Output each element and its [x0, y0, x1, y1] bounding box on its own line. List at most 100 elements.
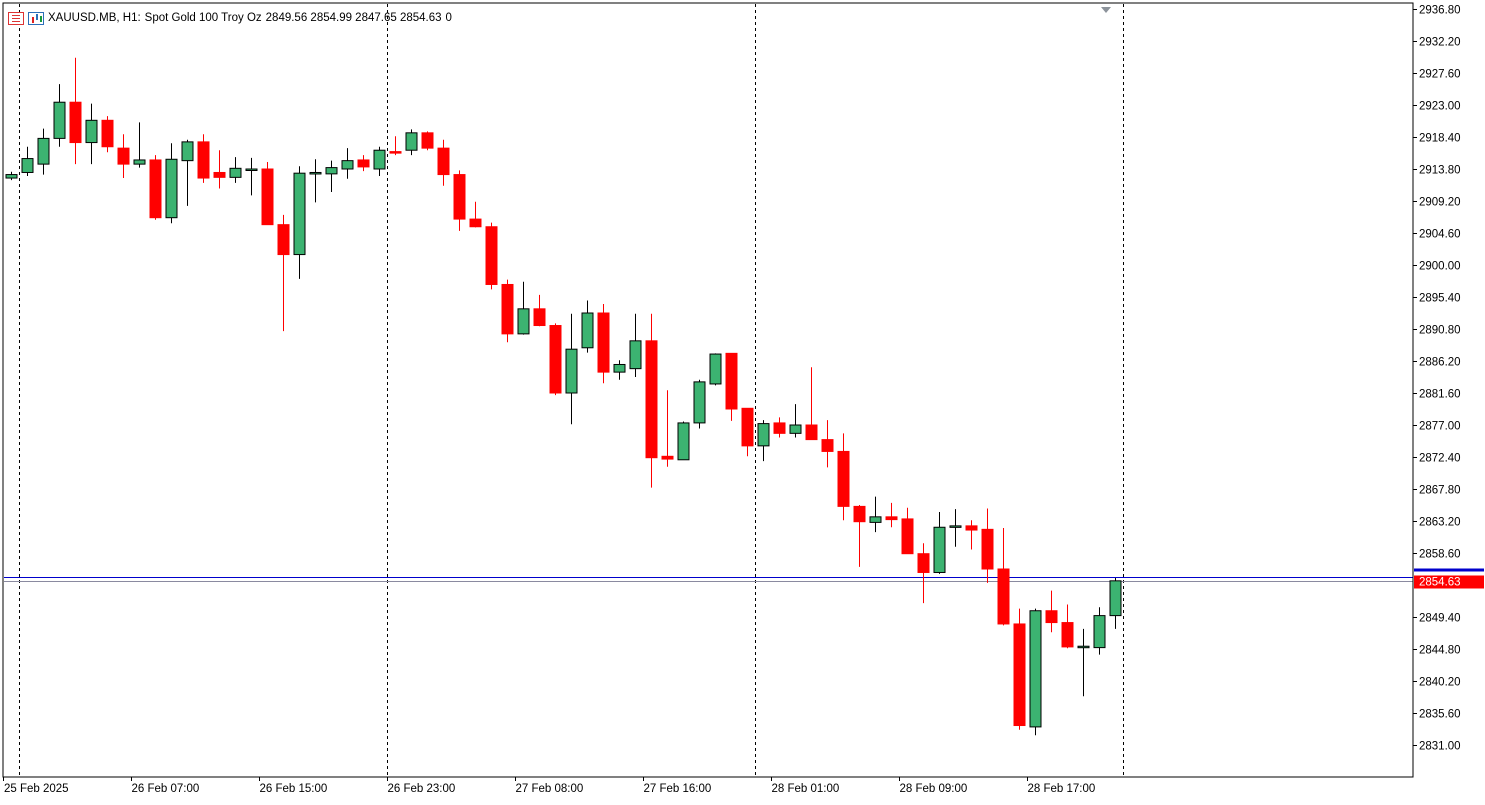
bear-candle	[149, 155, 162, 220]
bear-candle	[661, 390, 674, 467]
bull-candle	[565, 313, 578, 425]
candle-body	[757, 423, 770, 447]
plot-frame	[2, 2, 1414, 778]
x-axis-label: 25 Feb 2025	[4, 783, 69, 795]
candle-body	[293, 172, 306, 256]
bear-candle	[885, 502, 898, 528]
bear-candle	[837, 433, 850, 521]
bull-candle	[629, 313, 642, 377]
candle-body	[1077, 645, 1090, 649]
candle-body	[933, 526, 946, 573]
ask-price-marker	[1414, 568, 1484, 572]
y-axis-label: 2840.20	[1419, 677, 1461, 689]
y-axis-label: 2849.40	[1419, 613, 1461, 625]
bear-candle	[1013, 608, 1026, 730]
bear-candle	[117, 134, 130, 179]
candle-body	[1093, 615, 1106, 649]
header-ohlc: 2849.56 2854.99 2847.65 2854.63	[265, 12, 442, 24]
candle-body	[629, 340, 642, 370]
bull-candle	[869, 496, 882, 533]
current-price-tag: 2854.63	[1414, 568, 1484, 589]
candle-body	[229, 167, 242, 178]
quick-list-icon[interactable]	[8, 11, 24, 25]
y-axis-label: 2918.40	[1419, 133, 1461, 145]
bear-candle	[981, 508, 994, 583]
bull-candle	[933, 511, 946, 574]
y-axis-label: 2909.20	[1419, 197, 1461, 209]
candle-body	[821, 439, 834, 452]
bull-candle	[613, 360, 626, 380]
chart-type-icon[interactable]	[28, 11, 44, 25]
bear-candle	[901, 507, 914, 555]
candle-body	[805, 424, 818, 441]
y-axis-label: 2913.80	[1419, 165, 1461, 177]
bull-candle	[85, 103, 98, 165]
y-axis-label: 2881.60	[1419, 389, 1461, 401]
candle-body	[101, 119, 114, 148]
bull-candle	[293, 166, 306, 279]
bear-candle	[101, 116, 114, 153]
candle-body	[325, 167, 338, 175]
candle-body	[485, 226, 498, 285]
candle-body	[549, 325, 562, 394]
bull-candle	[373, 146, 386, 176]
bull-candle	[245, 157, 258, 196]
candle-body	[69, 101, 82, 144]
bull-candle	[709, 353, 722, 386]
bear-candle	[1061, 604, 1074, 649]
candle-body	[1061, 622, 1074, 648]
x-axis-label: 26 Feb 23:00	[388, 783, 456, 795]
x-axis-label: 28 Feb 17:00	[1028, 783, 1096, 795]
bear-candle	[1045, 590, 1058, 633]
candle-body	[613, 363, 626, 373]
candle-body	[389, 151, 402, 154]
candle-body	[853, 505, 866, 523]
candle-body	[437, 147, 450, 176]
bear-candle	[805, 367, 818, 441]
y-axis-label: 2895.40	[1419, 293, 1461, 305]
candle-body	[981, 528, 994, 570]
candle-body	[597, 312, 610, 373]
candle-body	[517, 308, 530, 335]
bear-candle	[421, 131, 434, 151]
candle-body	[837, 450, 850, 507]
candle-body	[149, 159, 162, 219]
y-axis-label: 2936.80	[1419, 5, 1461, 17]
candle-body	[373, 149, 386, 170]
candle-body	[997, 568, 1010, 625]
bull-candle	[1109, 578, 1122, 629]
candle-body	[965, 525, 978, 531]
bull-candle	[789, 404, 802, 438]
bear-candle	[469, 201, 482, 228]
bear-candle	[453, 170, 466, 231]
bull-candle	[677, 421, 690, 461]
y-axis-label: 2904.60	[1419, 229, 1461, 241]
y-axis-label: 2858.60	[1419, 549, 1461, 561]
bear-candle	[533, 294, 546, 327]
bull-candle	[37, 128, 50, 175]
bear-candle	[645, 313, 658, 488]
bull-candle	[1077, 628, 1090, 697]
candle-body	[741, 407, 754, 447]
shift-marker-icon[interactable]	[1101, 7, 1111, 13]
bull-candle	[757, 420, 770, 462]
candle-body	[21, 158, 34, 173]
header-description: Spot Gold 100 Troy Oz	[144, 12, 262, 24]
bear-candle	[389, 136, 402, 156]
bull-candle	[309, 159, 322, 203]
candle-body	[693, 381, 706, 424]
bull-candle	[949, 509, 962, 547]
candle-body	[261, 168, 274, 226]
x-axis-label: 28 Feb 09:00	[900, 783, 968, 795]
bull-candle	[21, 146, 34, 176]
candle-body	[709, 353, 722, 385]
candle-body	[885, 516, 898, 521]
bull-candle	[325, 160, 338, 192]
bear-candle	[725, 352, 738, 421]
bear-candle	[261, 162, 274, 226]
header-volume: 0	[445, 12, 452, 24]
x-axis-label: 27 Feb 16:00	[644, 783, 712, 795]
